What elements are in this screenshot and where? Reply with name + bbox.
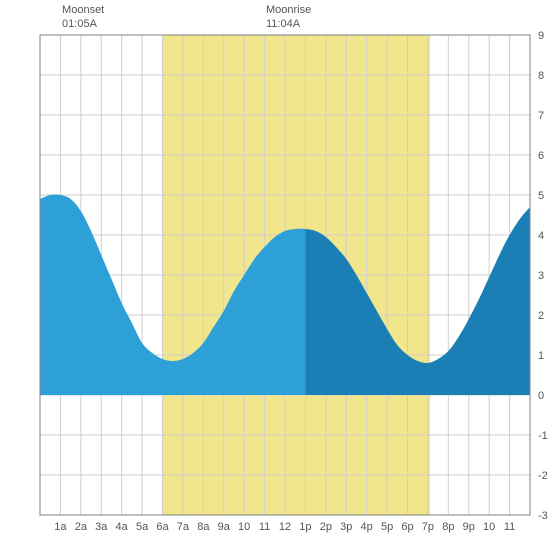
x-tick-label: 4a xyxy=(116,521,129,533)
chart-svg: 1a2a3a4a5a6a7a8a9a1011121p2p3p4p5p6p7p8p… xyxy=(0,0,550,550)
x-tick-label: 7p xyxy=(422,521,434,533)
x-tick-label: 10 xyxy=(238,521,250,533)
y-tick-label: 2 xyxy=(538,310,544,322)
x-tick-label: 10 xyxy=(483,521,495,533)
x-tick-label: 2a xyxy=(75,521,88,533)
x-tick-label: 6a xyxy=(156,521,169,533)
x-tick-label: 9p xyxy=(463,521,475,533)
y-tick-label: 8 xyxy=(538,70,544,82)
x-tick-label: 12 xyxy=(279,521,291,533)
tide-chart: Moonset 01:05A Moonrise 11:04A 1a2a3a4a5… xyxy=(0,0,550,550)
x-tick-label: 11 xyxy=(504,521,515,533)
y-tick-label: 0 xyxy=(538,390,544,402)
x-tick-label: 5a xyxy=(136,521,149,533)
y-tick-label: 4 xyxy=(538,230,544,242)
y-tick-label: 7 xyxy=(538,110,544,122)
x-tick-label: 3p xyxy=(340,521,352,533)
x-tick-label: 4p xyxy=(361,521,373,533)
y-tick-label: -2 xyxy=(538,470,548,482)
y-tick-label: 1 xyxy=(538,350,544,362)
y-tick-label: 3 xyxy=(538,270,544,282)
x-tick-label: 9a xyxy=(218,521,231,533)
x-tick-label: 8a xyxy=(197,521,210,533)
x-tick-label: 5p xyxy=(381,521,393,533)
x-tick-label: 11 xyxy=(259,521,270,533)
y-tick-label: 5 xyxy=(538,190,544,202)
x-tick-label: 1p xyxy=(299,521,311,533)
x-tick-label: 1a xyxy=(54,521,67,533)
y-tick-label: 9 xyxy=(538,30,544,42)
y-tick-label: 6 xyxy=(538,150,544,162)
x-tick-label: 7a xyxy=(177,521,190,533)
y-tick-label: -3 xyxy=(538,510,548,522)
x-tick-label: 2p xyxy=(320,521,332,533)
y-tick-label: -1 xyxy=(538,430,548,442)
x-tick-label: 3a xyxy=(95,521,108,533)
x-tick-label: 8p xyxy=(442,521,454,533)
x-tick-label: 6p xyxy=(401,521,413,533)
